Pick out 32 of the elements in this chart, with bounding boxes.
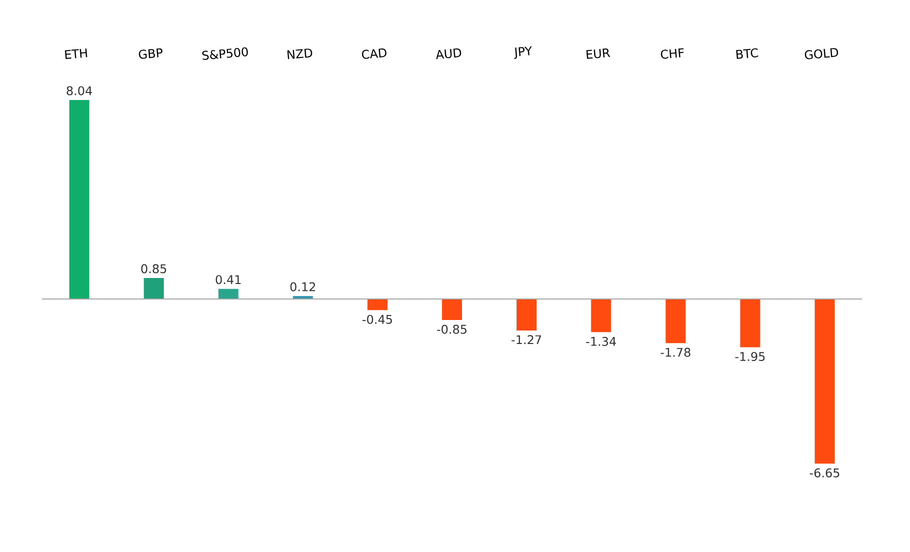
x-tick-label: GOLD — [804, 48, 838, 60]
x-tick-label: AUD — [436, 48, 462, 60]
bar — [442, 299, 462, 320]
data-label: 0.12 — [290, 282, 316, 292]
bar — [740, 299, 760, 348]
x-tick-label: EUR — [586, 48, 610, 59]
x-tick-label: BTC — [736, 48, 758, 59]
x-tick-label: JPY — [514, 46, 532, 59]
data-label: -1.27 — [512, 335, 542, 344]
x-tick-label: CAD — [362, 48, 386, 59]
bar — [144, 278, 164, 300]
data-label: -0.85 — [437, 324, 466, 334]
data-label: -1.78 — [660, 348, 690, 357]
x-tick-label: CHF — [660, 48, 684, 59]
bar — [666, 299, 686, 344]
bar — [367, 299, 388, 310]
bar — [516, 299, 537, 330]
data-label: -6.65 — [810, 468, 840, 478]
data-label: 0.85 — [141, 264, 166, 274]
x-tick-label: S&P500 — [202, 47, 248, 60]
data-label: 8.04 — [66, 86, 92, 96]
bar — [69, 100, 90, 300]
x-tick-label: ETH — [64, 48, 88, 60]
bar — [218, 288, 238, 300]
data-label: 0.41 — [216, 275, 241, 284]
data-label: -0.45 — [362, 314, 392, 324]
bar — [591, 299, 612, 332]
x-tick-label: GBP — [138, 48, 162, 59]
data-label: -1.34 — [586, 336, 616, 346]
bar — [814, 299, 835, 464]
x-tick-label: NZD — [287, 48, 312, 60]
data-label: -1.95 — [735, 352, 765, 362]
